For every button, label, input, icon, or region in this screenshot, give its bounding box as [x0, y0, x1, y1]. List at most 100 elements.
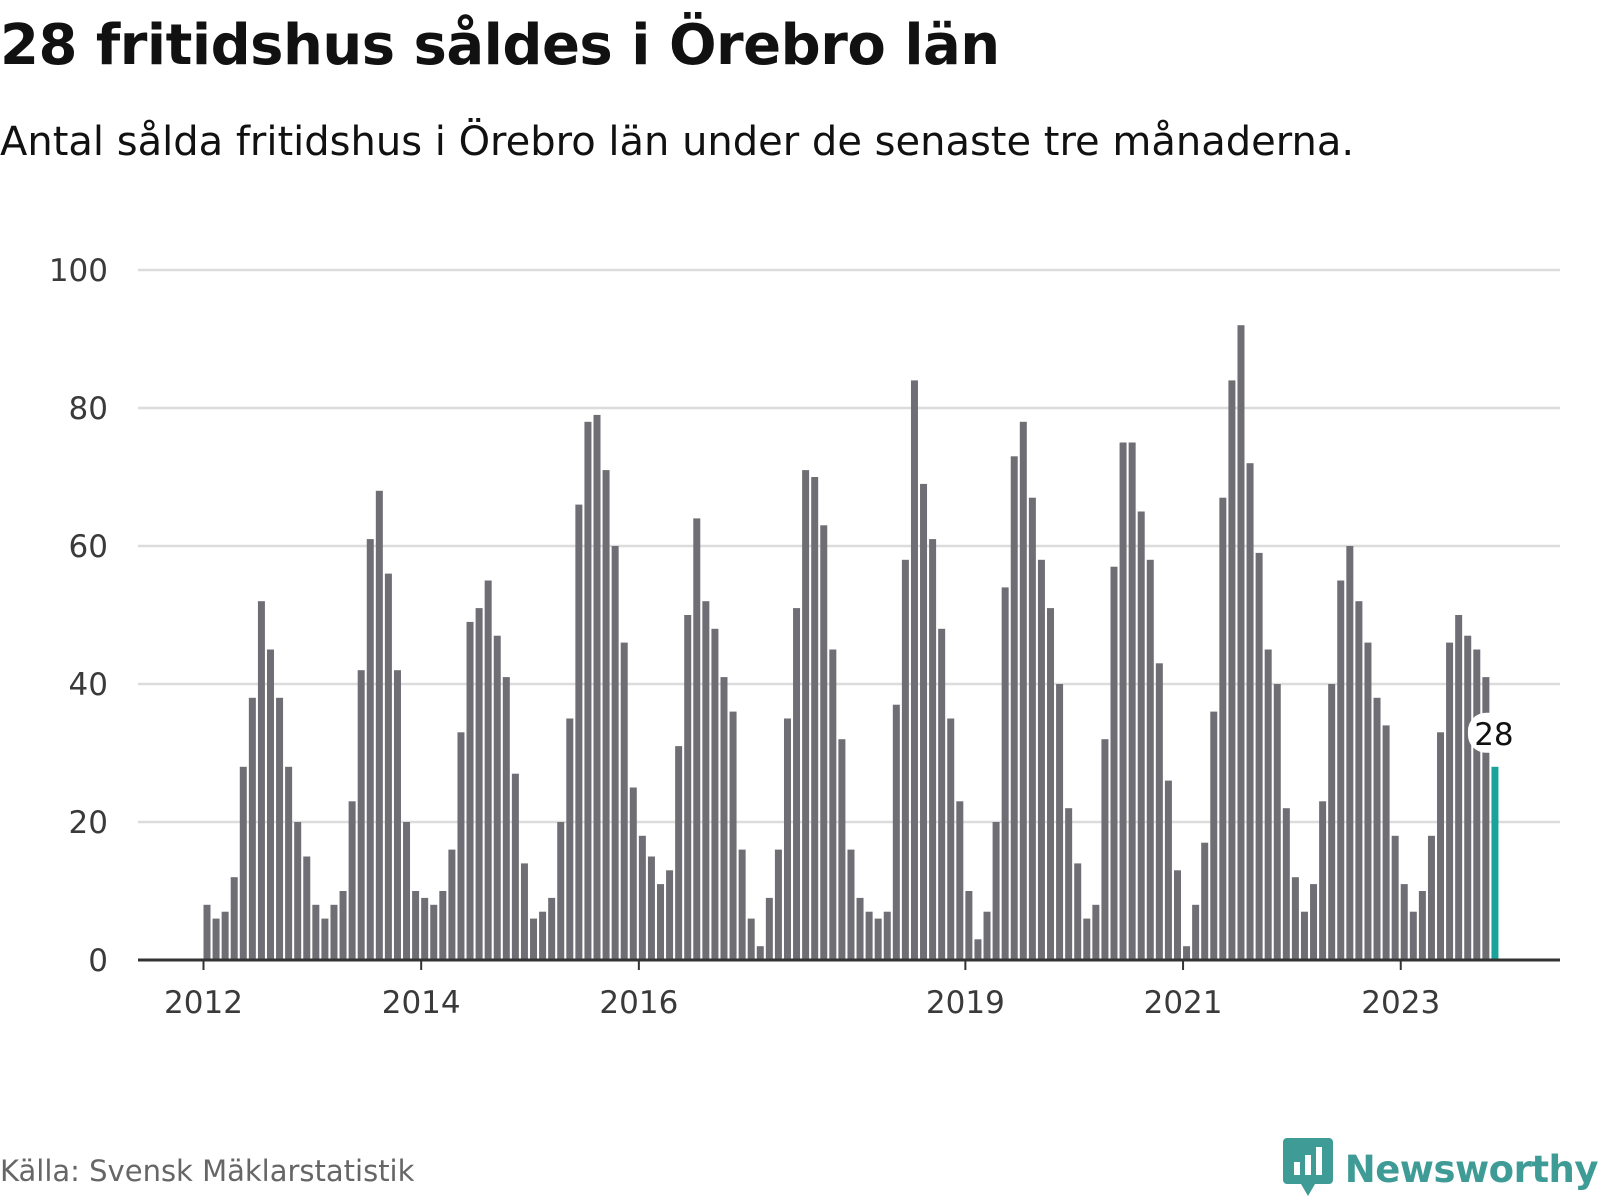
bar — [203, 904, 211, 960]
bar — [1455, 615, 1463, 960]
bar — [675, 746, 683, 960]
bar — [1246, 463, 1254, 960]
bar — [910, 380, 918, 960]
bar — [901, 559, 909, 960]
bar — [602, 470, 610, 960]
bar — [1346, 546, 1354, 960]
bar — [421, 897, 429, 960]
bar — [276, 697, 284, 960]
x-axis-ticks: 2012 2014 2016 2019 2021 2023 — [164, 960, 1440, 1021]
bar — [1300, 911, 1308, 960]
y-tick-label: 60 — [69, 529, 108, 565]
bar — [475, 608, 483, 960]
bar — [539, 911, 547, 960]
bar — [221, 911, 229, 960]
bar — [384, 573, 392, 960]
bar — [693, 518, 701, 960]
bar — [956, 801, 964, 960]
bar — [1310, 884, 1318, 960]
bar — [974, 939, 982, 960]
bar — [593, 414, 601, 960]
bar — [393, 670, 401, 960]
bar — [765, 897, 773, 960]
bar — [511, 773, 519, 960]
y-tick-label: 0 — [88, 943, 108, 979]
x-tick-label: 2012 — [164, 985, 243, 1021]
bar — [1065, 808, 1073, 960]
bar — [820, 525, 828, 960]
brand-logo: Newsworthy — [1282, 1138, 1599, 1200]
bar — [212, 918, 220, 960]
bar — [230, 877, 238, 960]
bar — [1119, 442, 1127, 960]
bar — [457, 732, 465, 960]
bar — [720, 677, 728, 960]
bar — [865, 911, 873, 960]
bar — [1482, 677, 1490, 960]
y-tick-label: 100 — [49, 253, 108, 289]
bar — [1019, 421, 1027, 960]
bar — [983, 911, 991, 960]
bar — [738, 849, 746, 960]
bar — [874, 918, 882, 960]
bar — [1400, 884, 1408, 960]
bar — [1427, 835, 1435, 960]
bar — [892, 704, 900, 960]
bar — [1264, 649, 1272, 960]
bar — [1437, 732, 1445, 960]
bar — [1155, 663, 1163, 960]
bar — [430, 904, 438, 960]
chart-subtitle: Antal sålda fritidshus i Örebro län unde… — [0, 119, 1355, 165]
bar — [611, 546, 619, 960]
bar — [312, 904, 320, 960]
bar — [1409, 911, 1417, 960]
bar — [493, 635, 501, 960]
bar — [520, 863, 528, 960]
bar — [1418, 891, 1426, 960]
bar — [439, 891, 447, 960]
bar — [466, 621, 474, 960]
x-tick-label: 2023 — [1361, 985, 1440, 1021]
bar — [1183, 946, 1191, 960]
bar — [711, 628, 719, 960]
y-axis-tick-labels: 0 20 40 60 80 100 — [49, 253, 108, 979]
callout-background — [1467, 712, 1520, 753]
bar — [330, 904, 338, 960]
bar — [484, 580, 492, 960]
bar — [285, 766, 293, 960]
bar — [702, 601, 710, 960]
bar — [647, 856, 655, 960]
bar — [729, 711, 737, 960]
bar — [992, 822, 1000, 960]
bar — [1328, 684, 1336, 960]
bar — [774, 849, 782, 960]
bar-latest — [1491, 766, 1499, 960]
bar — [1210, 711, 1218, 960]
bar — [1173, 870, 1181, 960]
bar — [1446, 642, 1454, 960]
bar — [403, 822, 411, 960]
bar — [747, 918, 755, 960]
bar — [1101, 739, 1109, 960]
bar — [1137, 511, 1145, 960]
bar — [1074, 863, 1082, 960]
bar — [1382, 725, 1390, 960]
bar — [666, 870, 674, 960]
bar — [1273, 684, 1281, 960]
x-tick-label: 2014 — [382, 985, 461, 1021]
y-tick-label: 80 — [69, 391, 108, 427]
bar — [1473, 649, 1481, 960]
x-tick-label: 2021 — [1144, 985, 1223, 1021]
bar — [566, 718, 574, 960]
bar — [657, 884, 664, 960]
bar — [1373, 697, 1381, 960]
bar — [1219, 497, 1227, 960]
bar — [1319, 801, 1327, 960]
bar — [783, 718, 791, 960]
bar — [584, 421, 592, 960]
bar — [294, 822, 302, 960]
bar — [1010, 456, 1018, 960]
chart-title: 28 fritidshus såldes i Örebro län — [0, 13, 1000, 78]
bar — [883, 911, 891, 960]
bar — [929, 539, 937, 960]
